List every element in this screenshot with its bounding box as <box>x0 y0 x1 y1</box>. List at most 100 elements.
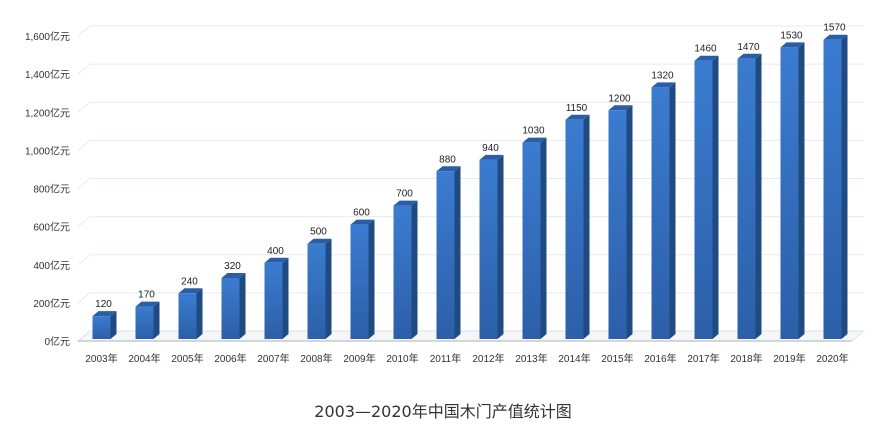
data-label: 240 <box>181 276 198 287</box>
data-label: 1320 <box>651 70 674 81</box>
y-tick-label: 1,200亿元 <box>25 106 70 119</box>
bar-side <box>411 200 418 339</box>
x-tick-label: 2008年 <box>300 352 332 365</box>
x-tick-label: 2018年 <box>730 352 762 365</box>
bar-top <box>92 311 117 317</box>
data-label: 1470 <box>737 42 760 53</box>
bar <box>737 53 762 339</box>
y-tick-label: 600亿元 <box>33 221 70 234</box>
bar-side <box>669 82 676 339</box>
x-tick-label: 2007年 <box>257 352 289 365</box>
bar-side <box>196 288 203 339</box>
x-tick-label: 2016年 <box>644 352 676 365</box>
bar <box>479 154 504 339</box>
bar-front <box>393 205 412 339</box>
y-tick-label: 200亿元 <box>33 297 70 310</box>
data-label: 1150 <box>566 103 588 114</box>
data-label: 500 <box>310 227 327 238</box>
data-label: 1570 <box>823 23 846 34</box>
bar <box>565 114 590 339</box>
bar-side <box>540 137 547 339</box>
bar-side <box>712 55 719 339</box>
bar-top <box>694 55 719 61</box>
data-label: 880 <box>439 154 456 165</box>
gridline-diagonal <box>77 216 91 228</box>
bar-side <box>454 166 461 339</box>
bar-top <box>307 238 332 244</box>
bar <box>436 166 461 339</box>
x-tick-label: 2009年 <box>343 352 375 365</box>
bar-side <box>153 301 160 339</box>
bar-front <box>694 60 713 339</box>
bar <box>393 200 418 339</box>
bar-front <box>780 47 799 339</box>
bar-front <box>221 278 240 339</box>
bar <box>350 219 375 339</box>
gridline-diagonal <box>77 101 91 113</box>
bar-side <box>798 42 805 339</box>
data-label: 1530 <box>780 30 803 41</box>
bar-front <box>264 262 283 339</box>
gridline-diagonal <box>77 292 91 304</box>
x-tick-label: 2005年 <box>171 352 203 365</box>
bar <box>178 288 203 339</box>
bar <box>780 42 805 339</box>
bar-side <box>755 53 762 339</box>
bar-front <box>651 87 670 339</box>
x-tick-label: 2020年 <box>816 352 848 365</box>
data-label: 170 <box>138 290 155 301</box>
bar-front <box>522 142 541 339</box>
bar-top <box>436 166 461 172</box>
y-tick-label: 1,000亿元 <box>25 144 70 157</box>
gridline-diagonal <box>77 25 91 37</box>
bar-top <box>823 34 848 40</box>
gridline-diagonal <box>77 63 91 75</box>
bar-side <box>841 34 848 339</box>
bar-front <box>135 306 154 339</box>
bar <box>522 137 547 339</box>
bar <box>135 301 160 339</box>
bar-side <box>626 105 633 339</box>
y-tick-label: 1,600亿元 <box>25 30 70 43</box>
data-label: 1030 <box>522 126 545 137</box>
bar-front <box>479 159 498 339</box>
bar-top <box>135 301 160 307</box>
bar-front <box>178 293 197 339</box>
bar <box>651 82 676 339</box>
bar-front <box>737 58 756 339</box>
bar-side <box>110 311 117 339</box>
bar <box>307 238 332 339</box>
bar-side <box>368 219 375 339</box>
bar-front <box>307 243 326 339</box>
x-tick-label: 2014年 <box>558 352 590 365</box>
x-tick-label: 2019年 <box>773 352 805 365</box>
bar <box>608 105 633 339</box>
bar-top <box>221 273 246 278</box>
bar-top <box>350 219 375 225</box>
x-tick-label: 2004年 <box>128 352 160 365</box>
bar-side <box>583 114 590 339</box>
data-label: 400 <box>267 246 284 257</box>
bar <box>92 311 117 339</box>
bar-top <box>737 53 762 59</box>
bar-top <box>522 137 547 143</box>
bar-side <box>325 238 332 339</box>
x-tick-label: 2013年 <box>515 352 547 365</box>
x-tick-label: 2015年 <box>601 352 633 365</box>
bar-front <box>608 110 627 339</box>
gridline-diagonal <box>77 254 91 266</box>
bar-top <box>780 42 805 48</box>
gridline-diagonal <box>77 139 91 151</box>
y-tick-label: 1,400亿元 <box>25 68 70 81</box>
bar-top <box>264 257 289 263</box>
data-label: 700 <box>396 189 413 200</box>
data-label: 1460 <box>694 44 717 55</box>
chart-title: 2003—2020年中国木门产值统计图 <box>314 402 572 421</box>
y-tick-label: 400亿元 <box>33 259 70 272</box>
x-tick-label: 2012年 <box>472 352 504 365</box>
bar-side <box>282 257 289 339</box>
bar-top <box>565 114 590 120</box>
bar-side <box>497 154 504 339</box>
x-tick-label: 2003年 <box>85 352 117 365</box>
